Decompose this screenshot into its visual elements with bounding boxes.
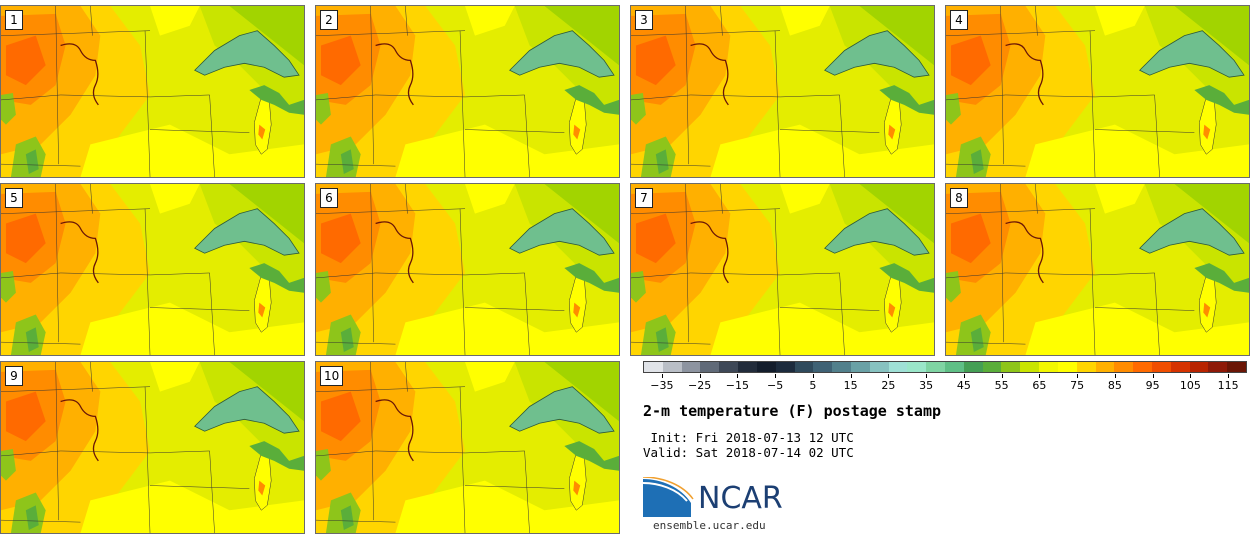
- colorbar-tick: [737, 374, 739, 378]
- colorbar-tick-label: −25: [688, 379, 712, 392]
- colorbar-tick-label: −5: [767, 379, 784, 392]
- panel-number-label: 7: [635, 188, 653, 208]
- map-panel-2: 2: [315, 5, 620, 178]
- colorbar-tick-label: 85: [1107, 379, 1122, 392]
- colorbar-segment: [1095, 362, 1115, 372]
- valid-time: Valid: Sat 2018-07-14 02 UTC: [643, 445, 854, 460]
- colorbar-tick-label: 45: [956, 379, 971, 392]
- colorbar-segment: [945, 362, 964, 372]
- map-panel-8: 8: [945, 183, 1250, 356]
- colorbar-segment: [963, 362, 983, 372]
- colorbar-segment: [1039, 362, 1058, 372]
- colorbar-tick: [1114, 374, 1116, 378]
- site-url: ensemble.ucar.edu: [653, 519, 766, 532]
- colorbar-segment: [1170, 362, 1190, 372]
- panel-number-label: 4: [950, 10, 968, 30]
- colorbar-tick: [1228, 374, 1230, 378]
- colorbar-tick: [699, 374, 701, 378]
- colorbar-segment: [1001, 362, 1021, 372]
- colorbar-segment: [681, 362, 701, 372]
- colorbar-segment: [794, 362, 814, 372]
- colorbar-tick-label: 15: [843, 379, 858, 392]
- colorbar-segment: [813, 362, 833, 372]
- colorbar-segment: [719, 362, 739, 372]
- colorbar-segment: [1189, 362, 1209, 372]
- colorbar-segment: [850, 362, 870, 372]
- colorbar-segment: [982, 362, 1002, 372]
- ncar-logo-text: NCAR: [698, 481, 783, 516]
- colorbar-tick-label: 25: [881, 379, 896, 392]
- colorbar-tick-label: −15: [725, 379, 749, 392]
- colorbar-tick: [888, 374, 890, 378]
- colorbar-tick-label: 105: [1179, 379, 1201, 392]
- colorbar-segment: [1133, 362, 1152, 372]
- colorbar-tick-label: 35: [919, 379, 934, 392]
- colorbar-segment: [1208, 362, 1228, 372]
- colorbar-tick-label: 115: [1217, 379, 1239, 392]
- panel-number-label: 9: [5, 366, 23, 386]
- figure-title: 2-m temperature (F) postage stamp: [643, 402, 942, 420]
- temperature-colorbar: [643, 361, 1247, 373]
- map-panel-9: 9: [0, 361, 305, 534]
- map-panel-10: 10: [315, 361, 620, 534]
- map-panel-4: 4: [945, 5, 1250, 178]
- colorbar-tick-label: 5: [809, 379, 817, 392]
- map-panel-1: 1: [0, 5, 305, 178]
- colorbar-tick-label: −35: [650, 379, 674, 392]
- colorbar-segment: [644, 362, 663, 372]
- colorbar-segment: [1020, 362, 1040, 372]
- colorbar-segment: [869, 362, 889, 372]
- colorbar-tick-label: 55: [994, 379, 1009, 392]
- map-panel-5: 5: [0, 183, 305, 356]
- panel-number-label: 1: [5, 10, 23, 30]
- colorbar-tick: [1001, 374, 1003, 378]
- colorbar-tick: [1190, 374, 1192, 378]
- colorbar-segment: [832, 362, 851, 372]
- colorbar-tick: [850, 374, 852, 378]
- colorbar-segment: [926, 362, 945, 372]
- colorbar-segment: [1076, 362, 1096, 372]
- panel-number-label: 5: [5, 188, 23, 208]
- colorbar-tick: [812, 374, 814, 378]
- colorbar-segment: [907, 362, 927, 372]
- colorbar-tick: [661, 374, 663, 378]
- colorbar-tick: [926, 374, 928, 378]
- colorbar-tick: [1077, 374, 1079, 378]
- map-panel-6: 6: [315, 183, 620, 356]
- colorbar-tick-label: 75: [1070, 379, 1085, 392]
- panel-number-label: 2: [320, 10, 338, 30]
- ncar-logo-icon: [643, 477, 694, 517]
- map-panel-3: 3: [630, 5, 935, 178]
- colorbar-segment: [775, 362, 795, 372]
- colorbar-tick: [1152, 374, 1154, 378]
- colorbar-segment: [662, 362, 682, 372]
- panel-number-label: 6: [320, 188, 338, 208]
- panel-number-label: 10: [320, 366, 344, 386]
- colorbar-segment: [1227, 362, 1246, 372]
- colorbar-segment: [888, 362, 908, 372]
- colorbar-tick-label: 95: [1145, 379, 1160, 392]
- colorbar-tick: [963, 374, 965, 378]
- colorbar-segment: [756, 362, 776, 372]
- colorbar-tick: [775, 374, 777, 378]
- colorbar-tick-labels: −35 −25 −15 −5 5 15 25 35 45 55 65 75 85 95 105 115: [643, 374, 1247, 394]
- colorbar-segment: [700, 362, 720, 372]
- map-panel-7: 7: [630, 183, 935, 356]
- panel-number-label: 3: [635, 10, 653, 30]
- colorbar-segment: [1114, 362, 1134, 372]
- colorbar-segment: [1151, 362, 1171, 372]
- init-time: Init: Fri 2018-07-13 12 UTC: [643, 430, 854, 445]
- colorbar-tick: [1039, 374, 1041, 378]
- panel-number-label: 8: [950, 188, 968, 208]
- colorbar-tick-label: 65: [1032, 379, 1047, 392]
- colorbar-segment: [738, 362, 757, 372]
- colorbar-segment: [1057, 362, 1077, 372]
